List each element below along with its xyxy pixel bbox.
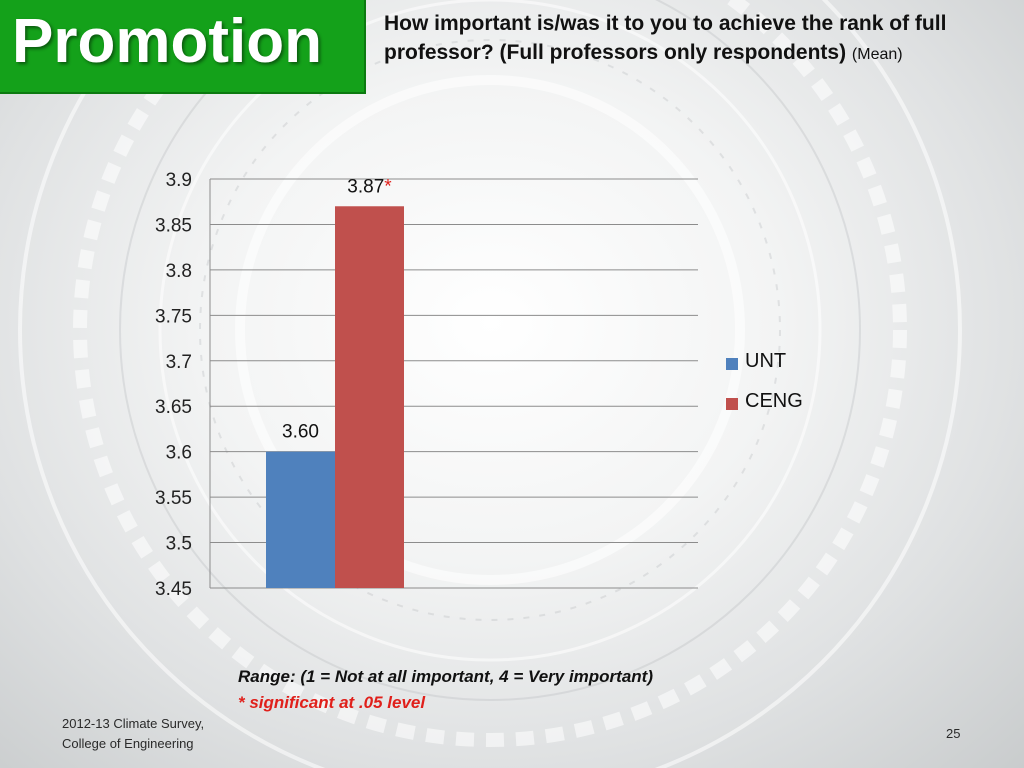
legend-swatch-unt: [726, 358, 738, 370]
bar-unt: [266, 451, 335, 588]
y-tick-label: 3.45: [155, 579, 192, 600]
footer: 2012-13 Climate Survey, College of Engin…: [62, 714, 204, 754]
footer-survey: 2012-13 Climate Survey,: [62, 716, 205, 731]
y-tick-label: 3.9: [166, 170, 192, 191]
data-label-unt: 3.60: [282, 422, 319, 443]
legend-label-ceng: CENG: [745, 390, 803, 412]
significance-note: * significant at .05 level: [238, 693, 426, 712]
significance-marker: *: [384, 176, 392, 197]
bar-chart: 3.9 3.85 3.8 3.75 3.7 3.65 3.6 3.55 3.5 3.45 3.60 3…: [155, 170, 698, 600]
section-title-box: Promotion: [0, 0, 366, 94]
range-note: Range: (1 = Not at all important, 4 = Ve…: [238, 664, 653, 716]
bar-ceng: [335, 206, 404, 588]
y-tick-label: 3.65: [155, 397, 192, 418]
footer-college: College of Engineering: [62, 736, 194, 751]
range-note-text: Range: (1 = Not at all important, 4 = Ve…: [238, 667, 653, 686]
y-tick-label: 3.5: [166, 534, 192, 555]
y-tick-label: 3.75: [155, 306, 192, 327]
page-number: 25: [946, 726, 961, 741]
question-suffix: (Mean): [851, 46, 903, 63]
y-tick-label: 3.7: [166, 352, 192, 373]
y-tick-label: 3.85: [155, 215, 192, 236]
slide-question: How important is/was it to you to achiev…: [384, 9, 1004, 69]
section-title: Promotion: [12, 7, 322, 76]
legend-label-unt: UNT: [745, 350, 787, 372]
y-tick-label: 3.8: [166, 261, 192, 282]
y-tick-label: 3.55: [155, 488, 192, 509]
data-label-ceng: 3.87*: [347, 176, 392, 197]
y-tick-label: 3.6: [166, 443, 192, 464]
question-text: How important is/was it to you to achiev…: [384, 12, 947, 64]
legend-swatch-ceng: [726, 398, 738, 410]
